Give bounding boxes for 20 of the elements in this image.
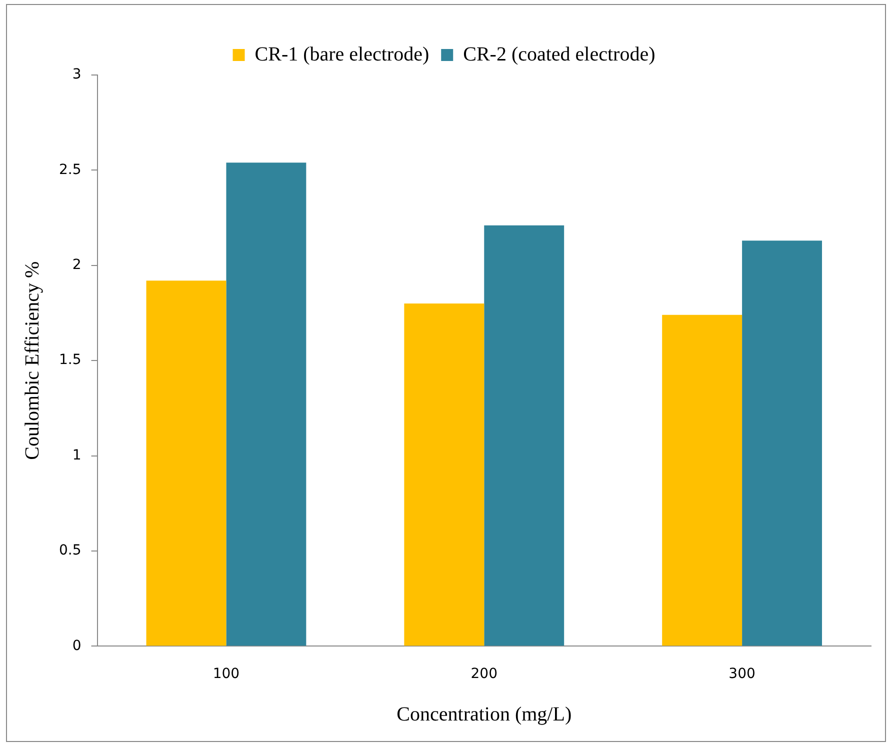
x-tick-label: 300 [728,666,756,682]
y-tick-label: 0.5 [59,542,82,559]
y-tick-label: 1.5 [59,352,82,368]
y-tick-label: 2 [72,257,82,274]
bar [226,162,306,646]
y-tick-label: 1 [72,447,82,464]
bar [742,240,822,646]
x-tick-label: 100 [212,666,240,682]
bar [662,314,742,646]
y-tick-label: 3 [72,66,82,83]
bar [146,280,226,646]
y-tick-label: 2.5 [59,162,82,178]
x-axis-title: Concentration (mg/L) [396,703,572,726]
bar [404,303,484,646]
legend-label: CR-2 (coated electrode) [463,43,656,66]
x-tick-label: 200 [470,666,498,682]
bar [484,225,564,646]
legend-label: CR-1 (bare electrode) [254,43,430,66]
y-tick-label: 0 [72,638,82,654]
y-axis-title: Coulombic Efficiency % [21,261,44,460]
